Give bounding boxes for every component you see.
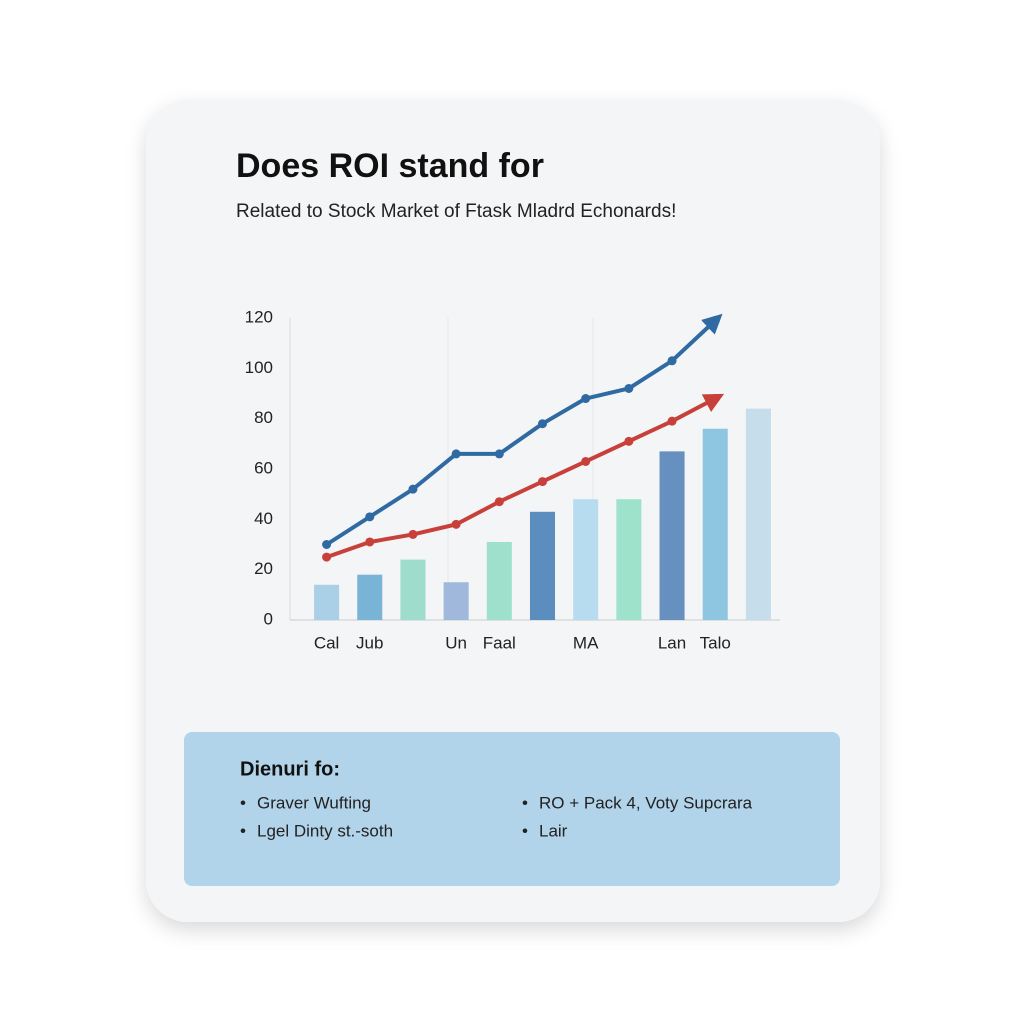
card: [146, 100, 880, 922]
info-item: Graver Wufting: [257, 793, 371, 812]
bar: [745, 408, 771, 620]
bar: [659, 451, 685, 620]
line-point: [494, 449, 504, 459]
line-point: [667, 356, 677, 366]
x-tick-label: Talo: [700, 633, 731, 652]
y-tick-label: 80: [254, 408, 273, 427]
bar: [702, 428, 728, 620]
line-point: [408, 529, 418, 539]
bullet: •: [240, 793, 246, 812]
bullet: •: [522, 821, 528, 840]
bar: [486, 541, 512, 620]
bar: [529, 511, 556, 620]
y-tick-label: 40: [254, 509, 273, 528]
line-point: [710, 394, 720, 404]
line-point: [710, 316, 720, 326]
line-point: [538, 477, 547, 487]
line-point: [624, 436, 634, 446]
bar: [573, 499, 599, 620]
line-point: [451, 449, 461, 459]
plot: 0 20 40 60 80 100 120 Cal Jub Un Faal MA Lan Talo: [245, 307, 771, 652]
y-tick-label: 20: [254, 559, 273, 578]
bar: [616, 499, 642, 620]
bar: [443, 582, 469, 620]
line-point: [322, 552, 332, 562]
info-item: Lgel Dinty st.-soth: [257, 821, 393, 840]
bullet: •: [240, 821, 246, 840]
y-tick-label: 100: [245, 358, 273, 377]
line-point: [322, 540, 332, 549]
line-point: [581, 394, 591, 404]
x-tick-label: Faal: [483, 633, 516, 652]
trend-line: [325, 313, 723, 547]
info-title: Dienuri fo:: [240, 758, 340, 780]
x-tick-label: Jub: [356, 633, 383, 652]
line-point: [624, 383, 634, 393]
bar: [400, 559, 426, 620]
line-point: [451, 519, 461, 529]
y-tick-label: 0: [264, 609, 273, 628]
bar: [314, 584, 340, 620]
line-point: [538, 419, 547, 429]
info-item: Lair: [539, 821, 568, 840]
info-item: RO + Pack 4, Voty Supcrara: [539, 793, 753, 812]
line-point: [581, 456, 591, 466]
title: Does ROI stand for: [236, 147, 544, 185]
line-point: [365, 537, 375, 547]
y-tick-label: 120: [245, 307, 273, 326]
x-tick-label: Lan: [658, 633, 686, 652]
trend-line: [325, 393, 725, 559]
line-point: [494, 497, 504, 507]
info-box: [184, 732, 840, 886]
bullet: •: [522, 793, 528, 812]
y-tick-label: 60: [254, 458, 273, 477]
x-tick-label: Cal: [314, 633, 340, 652]
bar: [357, 574, 383, 620]
x-tick-label: Un: [445, 633, 467, 652]
subtitle: Related to Stock Market of Ftask Mladrd …: [236, 201, 676, 222]
line-point: [667, 416, 677, 426]
line-point: [408, 484, 418, 494]
line-point: [365, 512, 375, 522]
x-tick-label: MA: [573, 633, 599, 652]
